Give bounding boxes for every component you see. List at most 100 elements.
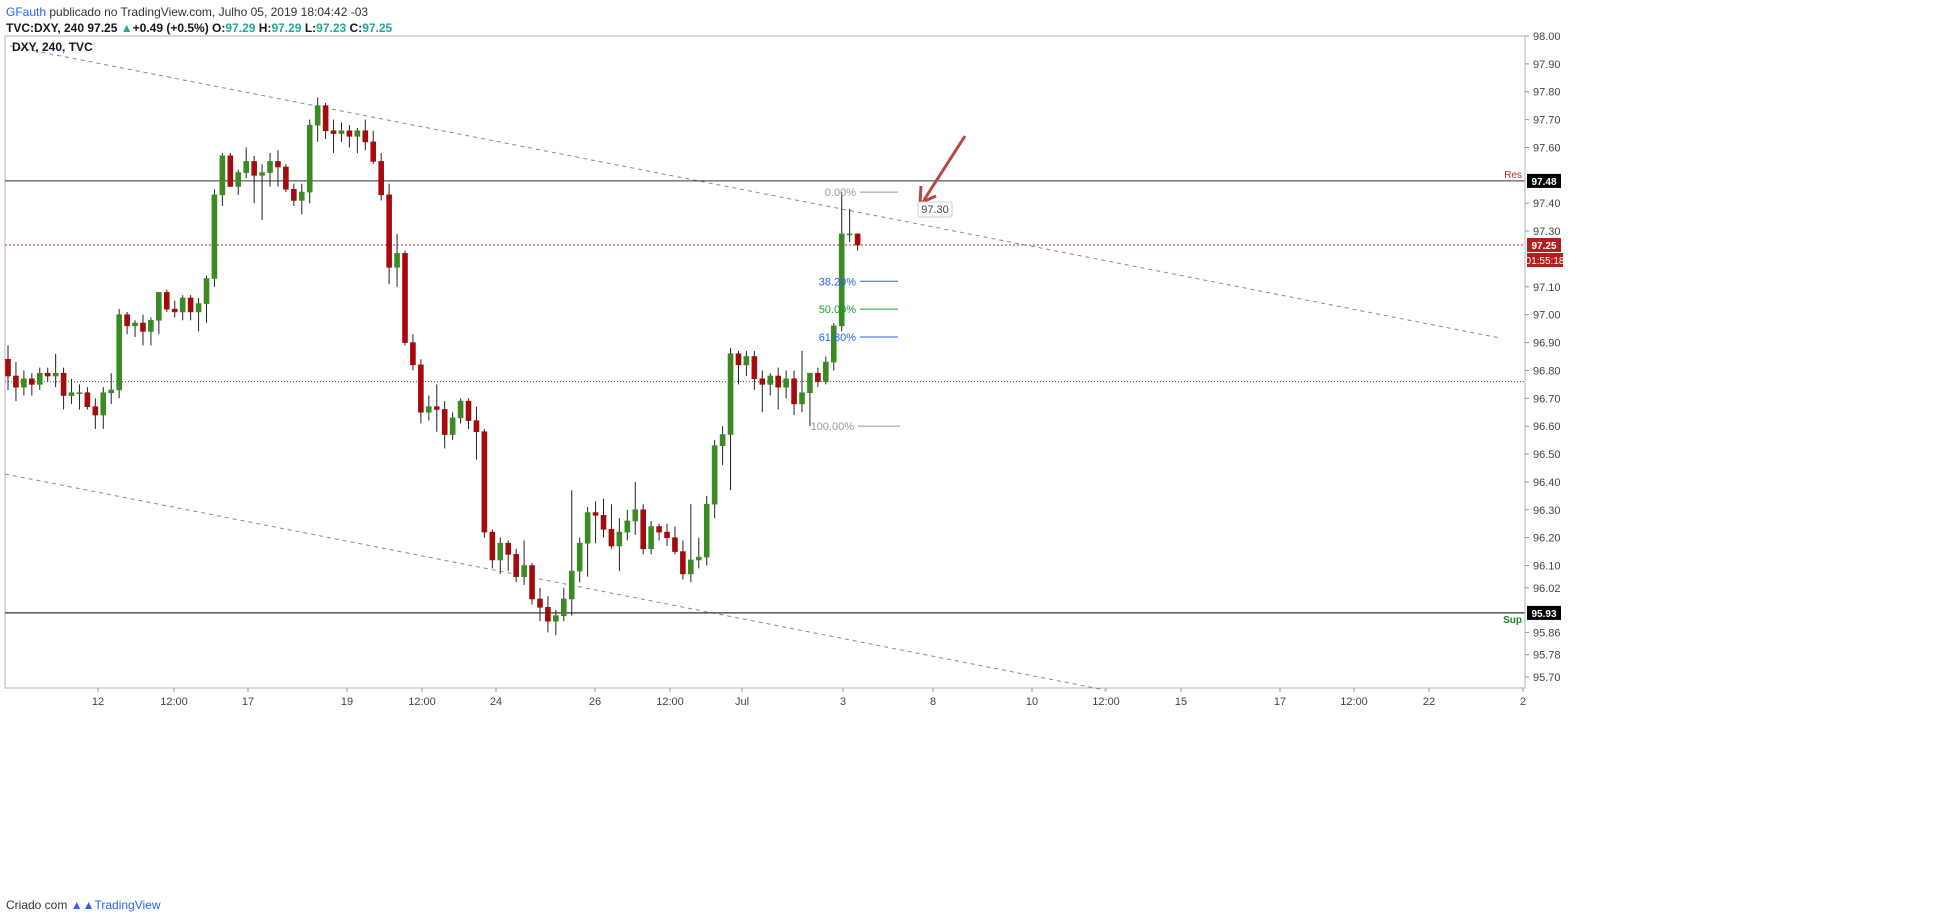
- y-tick-label: 97.80: [1533, 87, 1561, 99]
- x-tick-label: 24: [490, 696, 502, 708]
- candle-body: [505, 542, 512, 555]
- x-tick-label: 12:00: [160, 696, 188, 708]
- annotation-label: 97.30: [921, 204, 949, 216]
- candle-body: [203, 278, 210, 304]
- candle: [291, 183, 297, 207]
- candle-body: [140, 322, 146, 332]
- lower-trendline: [4, 473, 1106, 691]
- candle: [672, 526, 678, 555]
- ohlc-legend: TVC:DXY, 240 97.25 ▲+0.49 (+0.5%) O:97.2…: [6, 20, 392, 36]
- author-link[interactable]: GFauth: [6, 5, 47, 19]
- resistance-price-label: 97.48: [1531, 177, 1556, 188]
- candle-body: [362, 130, 369, 143]
- candle: [656, 523, 662, 541]
- candle: [259, 164, 265, 220]
- candle-body: [187, 297, 194, 313]
- low-label: L:: [304, 21, 317, 35]
- candle-body: [545, 607, 551, 622]
- candle-body: [156, 292, 162, 321]
- candle-body: [418, 364, 424, 413]
- candle-body: [21, 378, 27, 388]
- candle: [68, 378, 75, 404]
- candle: [433, 384, 440, 432]
- candle: [664, 523, 670, 547]
- candle-body: [132, 322, 138, 327]
- candle-body: [751, 356, 758, 380]
- candle-body: [243, 161, 249, 173]
- candle-body: [354, 130, 361, 137]
- x-tick-label: 12:00: [656, 696, 684, 708]
- candle-body: [608, 528, 615, 547]
- candle: [426, 395, 432, 421]
- candle-body: [195, 303, 202, 313]
- candle-body: [576, 542, 583, 572]
- candle-body: [838, 233, 845, 327]
- tradingview-brand[interactable]: TradingView: [94, 898, 161, 912]
- candle: [5, 345, 11, 390]
- fib-level-label: 50.00%: [819, 304, 857, 316]
- close-value: 97.25: [362, 21, 393, 35]
- publish-text: publicado no TradingView.com, Julho 05, …: [46, 5, 369, 19]
- candle-body: [338, 130, 345, 134]
- candle: [314, 97, 321, 142]
- candle: [489, 529, 496, 569]
- x-tick-label: 26: [589, 696, 601, 708]
- candle: [394, 233, 400, 287]
- candle-body: [29, 378, 35, 385]
- candle: [124, 311, 130, 335]
- candle-body: [672, 537, 678, 552]
- candle: [219, 153, 226, 207]
- countdown-bg: [1527, 253, 1563, 268]
- resistance-price-label-bg: [1527, 173, 1561, 188]
- candle: [211, 189, 218, 287]
- candle-body: [815, 372, 821, 382]
- fib-level-label: 38.20%: [819, 276, 857, 288]
- candle-body: [164, 292, 170, 310]
- candle-body: [513, 554, 519, 577]
- candle-body: [695, 556, 702, 561]
- symbol-label: TVC:DXY, 240: [6, 21, 85, 35]
- candle: [743, 350, 750, 377]
- candle: [44, 367, 51, 382]
- candle: [21, 370, 27, 396]
- x-tick-label: 22: [1423, 696, 1435, 708]
- candle: [703, 495, 710, 566]
- x-tick-label: 17: [1274, 696, 1286, 708]
- candle-body: [44, 372, 51, 377]
- candle: [807, 372, 813, 427]
- candle: [529, 562, 535, 605]
- candle: [553, 610, 559, 636]
- candle: [283, 164, 289, 193]
- x-tick-label: 3: [840, 696, 846, 708]
- candle-body: [759, 378, 766, 385]
- candle: [497, 537, 504, 574]
- candle: [568, 490, 575, 616]
- candle: [688, 504, 694, 583]
- candle: [92, 398, 99, 429]
- candle: [306, 119, 313, 204]
- candle-body: [84, 392, 91, 407]
- candle-body: [568, 570, 575, 600]
- y-tick-label: 98.00: [1533, 31, 1561, 43]
- tradingview-logo-icon: ▲▲: [70, 898, 95, 912]
- upper-trendline: [9, 45, 1501, 339]
- candle-body: [410, 342, 416, 366]
- candle-body: [100, 392, 107, 416]
- candle: [386, 183, 392, 285]
- price-up-icon: ▲: [120, 21, 133, 35]
- candle-body: [441, 409, 448, 435]
- last-price-label: 97.25: [1531, 241, 1556, 252]
- candle: [187, 295, 194, 321]
- candle: [799, 350, 805, 413]
- candle-body: [60, 372, 67, 396]
- candle-body: [171, 308, 178, 313]
- x-tick-label: 19: [341, 696, 353, 708]
- candle: [624, 509, 631, 541]
- x-tick-label: 12:00: [1092, 696, 1120, 708]
- candle-body: [830, 325, 837, 363]
- candle: [632, 481, 639, 535]
- candle-body: [291, 188, 297, 201]
- annotation-box: [917, 201, 953, 218]
- candle-body: [688, 559, 694, 575]
